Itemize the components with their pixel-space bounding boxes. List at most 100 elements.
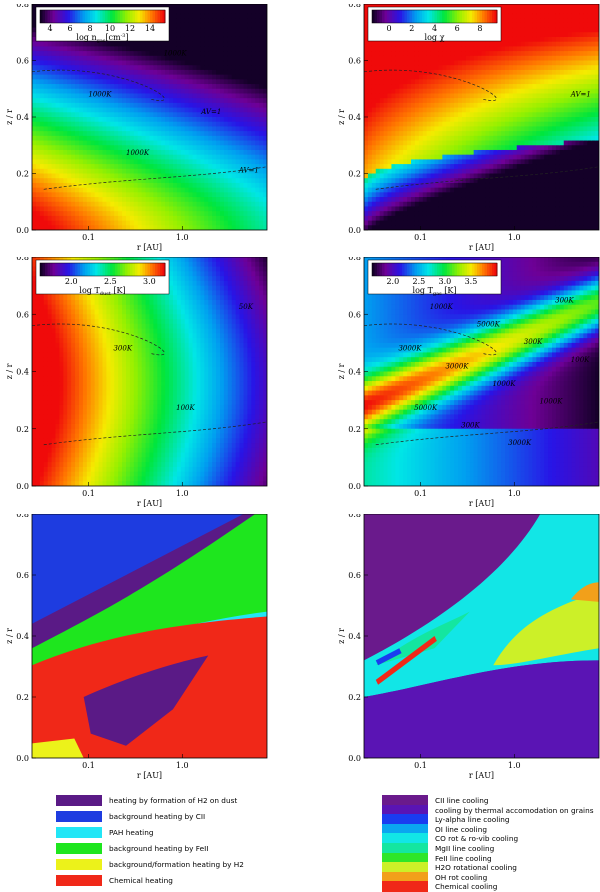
heatmap-cell [489, 164, 494, 169]
heatmap-cell [224, 70, 229, 75]
heatmap-cell [384, 141, 389, 146]
heatmap-cell [364, 211, 369, 216]
heatmap-cell [501, 169, 506, 174]
heatmap-cell [478, 103, 483, 108]
heatmap-cell [509, 221, 514, 226]
heatmap-cell [157, 103, 162, 108]
heatmap-cell [99, 216, 104, 221]
heatmap-cell [232, 23, 237, 28]
heatmap-cell [204, 79, 209, 84]
heatmap-cell [169, 211, 174, 216]
heatmap-cell [427, 150, 432, 155]
heatmap-cell [150, 164, 155, 169]
heatmap-cell [173, 216, 178, 221]
heatmap-cell [204, 141, 209, 146]
heatmap-cell [212, 136, 217, 141]
heatmap-cell [197, 221, 202, 226]
heatmap-cell [454, 159, 459, 164]
heatmap-cell [130, 122, 135, 127]
heatmap-cell [388, 51, 393, 56]
heatmap-cell [138, 221, 143, 226]
heatmap-cell [513, 131, 518, 136]
heatmap-cell [240, 112, 245, 117]
heatmap-cell [380, 221, 385, 226]
heatmap-cell [415, 206, 420, 211]
heatmap-cell [153, 70, 158, 75]
heatmap-cell [399, 56, 404, 61]
heatmap-cell [529, 89, 534, 94]
heatmap-cell [208, 202, 213, 207]
heatmap-cell [173, 42, 178, 47]
heatmap-cell [126, 117, 131, 122]
heatmap-cell [138, 46, 143, 51]
heatmap-cell [384, 211, 389, 216]
heatmap-cell [247, 4, 252, 9]
heatmap-cell [380, 164, 385, 169]
heatmap-cell [255, 188, 260, 193]
heatmap-cell [189, 202, 194, 207]
heatmap-cell [458, 93, 463, 98]
heatmap-cell [103, 103, 108, 108]
heatmap-cell [247, 98, 252, 103]
heatmap-cell [427, 51, 432, 56]
heatmap-cell [87, 174, 92, 179]
heatmap-cell [517, 183, 522, 188]
heatmap-cell [505, 56, 510, 61]
heatmap-cell [384, 131, 389, 136]
heatmap-cell [372, 206, 377, 211]
heatmap-cell [395, 202, 400, 207]
heatmap-cell [517, 56, 522, 61]
heatmap-cell [470, 155, 475, 160]
heatmap-cell [513, 159, 518, 164]
heatmap-cell [395, 112, 400, 117]
heatmap-cell [232, 206, 237, 211]
heatmap-cell [466, 122, 471, 127]
heatmap-cell [517, 136, 522, 141]
heatmap-cell [232, 155, 237, 160]
heatmap-cell [40, 75, 45, 80]
heatmap-cell [513, 202, 518, 207]
heatmap-cell [517, 211, 522, 216]
heatmap-cell [244, 126, 249, 131]
heatmap-cell [63, 112, 68, 117]
heatmap-cell [411, 136, 416, 141]
heatmap-cell [216, 75, 221, 80]
heatmap-cell [466, 56, 471, 61]
heatmap-cell [485, 141, 490, 146]
heatmap-cell [146, 51, 151, 56]
heatmap-cell [228, 197, 233, 202]
heatmap-cell [368, 202, 373, 207]
heatmap-cell [427, 197, 432, 202]
heatmap-cell [142, 75, 147, 80]
heatmap-cell [431, 216, 436, 221]
heatmap-cell [466, 51, 471, 56]
heatmap-cell [388, 188, 393, 193]
heatmap-cell [372, 159, 377, 164]
heatmap-cell [438, 197, 443, 202]
heatmap-cell [36, 75, 41, 80]
heatmap-cell [407, 202, 412, 207]
heatmap-cell [509, 216, 514, 221]
heatmap-cell [399, 159, 404, 164]
heatmap-cell [244, 93, 249, 98]
heatmap-cell [193, 32, 198, 37]
heatmap-cell [79, 98, 84, 103]
heatmap-cell [521, 206, 526, 211]
heatmap-cell [99, 155, 104, 160]
heatmap-cell [376, 216, 381, 221]
heatmap-cell [247, 56, 252, 61]
heatmap-cell [478, 70, 483, 75]
heatmap-cell [146, 188, 151, 193]
heatmap-cell [454, 141, 459, 146]
heatmap-cell [442, 89, 447, 94]
heatmap-cell [388, 197, 393, 202]
heatmap-cell [130, 98, 135, 103]
heatmap-cell [427, 221, 432, 226]
heatmap-cell [52, 98, 57, 103]
heatmap-cell [75, 112, 80, 117]
heatmap-cell [380, 131, 385, 136]
heatmap-cell [200, 75, 205, 80]
heatmap-cell [391, 145, 396, 150]
heatmap-cell [493, 159, 498, 164]
